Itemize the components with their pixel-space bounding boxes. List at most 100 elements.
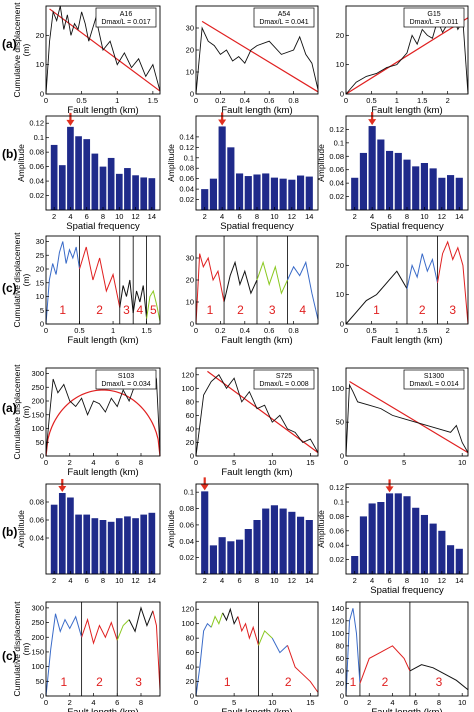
y-tick-label: 0.06 <box>329 526 344 535</box>
bar <box>288 511 296 574</box>
x-axis-title: Fault length (km) <box>371 335 442 346</box>
bar <box>148 512 156 574</box>
segment-label: 2 <box>237 303 244 317</box>
y-axis-title-line: Amplitude <box>166 510 176 548</box>
segment-label: 2 <box>419 303 426 317</box>
bar <box>351 177 359 210</box>
profile-segment <box>345 270 408 325</box>
bar <box>455 177 463 210</box>
row-label-a: (a) <box>2 37 17 51</box>
bar <box>67 126 74 210</box>
bar <box>429 523 437 574</box>
y-tick-label: 0.1 <box>334 138 344 147</box>
profile-segment <box>81 617 118 645</box>
y-tick-label: 20 <box>336 261 344 270</box>
profile-segment <box>437 240 469 325</box>
displacement-profile <box>345 383 469 457</box>
profile-segment <box>222 607 239 626</box>
y-axis-title: Cumulative displacement(m) <box>12 232 31 328</box>
x-tick-label: 14 <box>305 212 313 221</box>
bar <box>377 139 385 210</box>
x-tick-label: 4 <box>370 576 374 585</box>
x-tick-label: 4 <box>91 458 95 467</box>
x-tick-label: 12 <box>288 576 296 585</box>
x-tick-label: 4 <box>390 698 394 707</box>
y-tick-label: 10 <box>36 60 44 69</box>
y-tick-label: 250 <box>31 383 44 392</box>
fault-id: G15 <box>427 11 440 18</box>
x-axis-title: Fault length (km) <box>221 707 292 712</box>
x-tick-label: 15 <box>306 698 314 707</box>
x-tick-label: 2 <box>52 212 56 221</box>
profile-segment <box>152 610 161 691</box>
x-tick-label: 8 <box>101 212 105 221</box>
info-box <box>95 7 157 28</box>
panel-18: 1230246810020406080100120140Fault length… <box>331 601 469 712</box>
fit-line <box>349 381 469 454</box>
y-tick-label: 0 <box>40 320 44 329</box>
y-tick-label: 0.08 <box>179 164 194 173</box>
bar <box>351 556 359 574</box>
x-tick-label: 12 <box>131 212 139 221</box>
bar <box>58 493 66 574</box>
x-tick-label: 2 <box>203 576 207 585</box>
y-tick-label: 300 <box>31 603 44 612</box>
x-tick-label: 14 <box>148 576 156 585</box>
y-axis-title-line: (m) <box>21 642 31 655</box>
panel-1: 0 0.5 1 1.5 0 10 20 Fault length (km) Cumulative… <box>12 2 161 116</box>
y-tick-label: 200 <box>31 633 44 642</box>
x-tick-label: 0.5 <box>74 326 84 335</box>
profile-segment <box>79 246 121 308</box>
segment-label: 3 <box>123 303 130 317</box>
x-tick-label: 0 <box>194 326 198 335</box>
x-axis-title: Fault length (km) <box>67 335 138 346</box>
profile-segment <box>237 616 260 646</box>
x-tick-label: 0.8 <box>288 326 298 335</box>
x-tick-label: 0 <box>194 698 198 707</box>
bar <box>67 497 74 574</box>
y-tick-label: 20 <box>36 265 44 274</box>
fit-line <box>201 20 319 93</box>
bar <box>124 516 131 574</box>
bar <box>201 491 209 574</box>
bar <box>359 152 368 210</box>
bar <box>270 177 279 210</box>
x-tick-label: 0 <box>44 326 48 335</box>
dmax-ratio: Dmax/L = 0.014 <box>409 381 458 388</box>
axes-box <box>345 235 469 325</box>
y-axis-title-line: Cumulative displacement <box>12 2 22 98</box>
axes-box <box>45 367 161 457</box>
segment-label: 3 <box>135 675 142 689</box>
profile-segment <box>195 622 212 697</box>
y-tick-label: 0.04 <box>29 177 44 186</box>
info-box <box>253 369 315 390</box>
x-tick-label: 12 <box>131 576 139 585</box>
x-tick-label: 12 <box>438 212 446 221</box>
dmax-ratio: Dmax/L = 0.034 <box>101 381 150 388</box>
displacement-profile <box>45 5 161 95</box>
x-axis-title: Fault length (km) <box>221 467 292 478</box>
x-tick-label: 0.4 <box>240 96 250 105</box>
bar <box>227 541 235 574</box>
x-tick-label: 1.5 <box>141 326 151 335</box>
profile-segment <box>287 260 319 320</box>
x-axis-title: Fault length (km) <box>371 105 442 116</box>
segment-label: 3 <box>269 303 276 317</box>
y-tick-label: 10 <box>186 298 194 307</box>
bar <box>50 144 58 210</box>
x-tick-label: 8 <box>437 698 441 707</box>
x-tick-label: 4 <box>370 212 374 221</box>
x-tick-label: 12 <box>438 576 446 585</box>
y-tick-label: 0.04 <box>179 537 194 546</box>
y-tick-label: 40 <box>336 666 344 675</box>
bar <box>253 520 261 574</box>
segment-label: 2 <box>285 675 292 689</box>
y-tick-label: 0.02 <box>179 195 194 204</box>
fit-ellipse <box>45 389 161 457</box>
bar <box>201 189 209 210</box>
y-tick-label: 15 <box>36 278 44 287</box>
y-tick-label: 30 <box>36 237 44 246</box>
y-tick-label: 0.08 <box>179 504 194 513</box>
fit-line <box>345 17 469 95</box>
y-tick-label: 200 <box>31 397 44 406</box>
